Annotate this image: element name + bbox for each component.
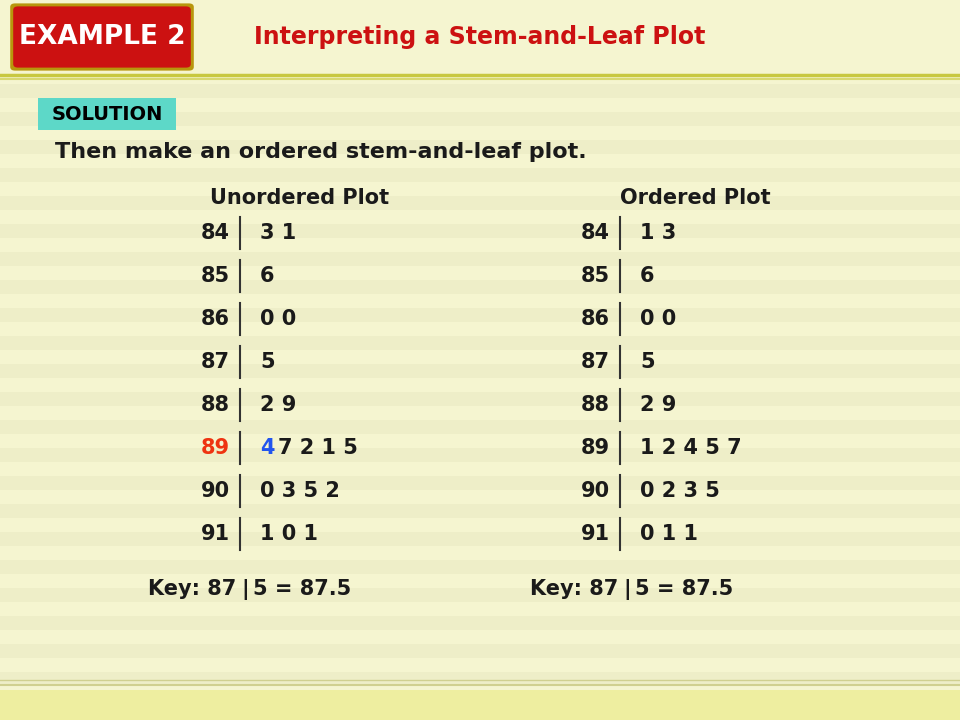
Text: Ordered Plot: Ordered Plot [620,188,770,208]
Bar [0,140,960,154]
Text: 5: 5 [640,352,655,372]
Text: |: | [623,578,631,600]
FancyBboxPatch shape [13,6,191,68]
Text: 6: 6 [640,266,655,286]
Bar [0,56,960,70]
Text: 7 2 1 5: 7 2 1 5 [278,438,358,458]
Text: |: | [241,578,249,600]
Bar [0,196,960,210]
Bar [0,28,960,42]
Text: 1 0 1: 1 0 1 [260,524,318,544]
Text: Interpreting a Stem-and-Leaf Plot: Interpreting a Stem-and-Leaf Plot [254,25,706,49]
Text: SOLUTION: SOLUTION [51,104,162,124]
Bar [0,448,960,462]
Bar [0,644,960,658]
Text: 89: 89 [201,438,230,458]
Bar [0,112,960,126]
Bar [0,504,960,518]
Text: 0 2 3 5: 0 2 3 5 [640,481,720,501]
Text: Then make an ordered stem-and-leaf plot.: Then make an ordered stem-and-leaf plot. [55,142,587,162]
Text: EXAMPLE 2: EXAMPLE 2 [19,24,185,50]
Text: 91: 91 [581,524,610,544]
Text: 0 3 5 2: 0 3 5 2 [260,481,340,501]
Text: 0 0: 0 0 [260,309,297,329]
Text: Unordered Plot: Unordered Plot [210,188,390,208]
Text: 0 1 1: 0 1 1 [640,524,698,544]
Text: Key: 87: Key: 87 [148,579,236,599]
Text: 5 = 87.5: 5 = 87.5 [635,579,733,599]
Bar [0,280,960,294]
Bar [0,0,960,14]
Text: 87: 87 [581,352,610,372]
Text: 2 9: 2 9 [260,395,297,415]
Text: 3 1: 3 1 [260,223,297,243]
Bar [0,420,960,434]
Text: 1 3: 1 3 [640,223,676,243]
Text: 6: 6 [260,266,275,286]
Bar [0,560,960,574]
Text: 85: 85 [201,266,230,286]
Bar [0,308,960,322]
Text: 90: 90 [581,481,610,501]
Text: 84: 84 [581,223,610,243]
Bar [0,700,960,714]
Text: 5 = 87.5: 5 = 87.5 [253,579,351,599]
Bar [38,98,176,130]
Text: 89: 89 [581,438,610,458]
Text: 88: 88 [201,395,230,415]
Text: 86: 86 [201,309,230,329]
Bar [0,168,960,182]
Bar [0,392,960,406]
Text: 91: 91 [201,524,230,544]
Bar [0,476,960,490]
Bar [0,224,960,238]
Text: 86: 86 [581,309,610,329]
Text: 85: 85 [581,266,610,286]
Text: 4: 4 [260,438,275,458]
FancyBboxPatch shape [11,4,194,71]
Bar [0,364,960,378]
Text: 87: 87 [201,352,230,372]
Bar [0,672,960,686]
Text: 0 0: 0 0 [640,309,676,329]
Bar [0,336,960,350]
Text: Key: 87: Key: 87 [530,579,618,599]
Bar [0,84,960,98]
Text: 1 2 4 5 7: 1 2 4 5 7 [640,438,742,458]
Text: 5: 5 [260,352,275,372]
Text: 88: 88 [581,395,610,415]
Bar [0,252,960,266]
Bar [0,616,960,630]
Bar [0,0,960,75]
Text: 2 9: 2 9 [640,395,677,415]
Text: 84: 84 [201,223,230,243]
Text: 90: 90 [201,481,230,501]
Bar [0,690,960,720]
Bar [0,588,960,602]
Bar [0,532,960,546]
